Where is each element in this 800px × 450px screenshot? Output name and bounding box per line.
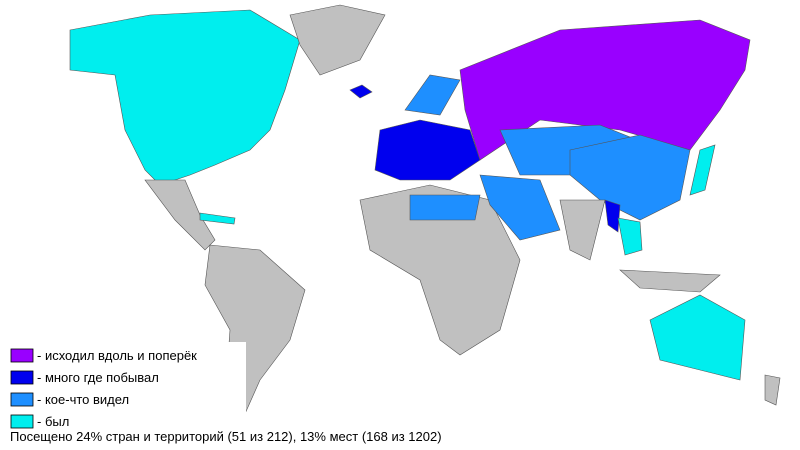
legend: - исходил вдоль и поперёк - много где поб… [6,342,246,430]
middle-east [479,174,561,241]
thailand [617,217,643,256]
legend-swatch [10,370,34,385]
russia [459,19,751,161]
japan [689,144,716,196]
new-zealand [764,374,781,406]
caribbean [199,212,236,225]
legend-background [6,342,246,430]
greenland [289,4,386,76]
europe [374,119,481,181]
legend-label: - много где побывал [37,370,159,385]
north-america [69,9,301,186]
legend-swatch [10,414,34,429]
indonesia [619,269,721,293]
legend-swatch [10,348,34,363]
north-africa [409,194,481,221]
australia [649,294,746,381]
scandinavia [404,74,461,116]
iceland [349,84,373,99]
central-america [144,179,216,251]
legend-swatch [10,392,34,407]
legend-label: - исходил вдоль и поперёк [37,348,197,363]
legend-label: - кое-что видел [37,392,129,407]
myanmar [604,199,621,233]
legend-label: - был [37,414,69,429]
africa [359,184,521,356]
china [569,134,691,221]
india [559,199,606,261]
summary: Посещено 24% стран и территорий (51 из 2… [10,429,442,444]
